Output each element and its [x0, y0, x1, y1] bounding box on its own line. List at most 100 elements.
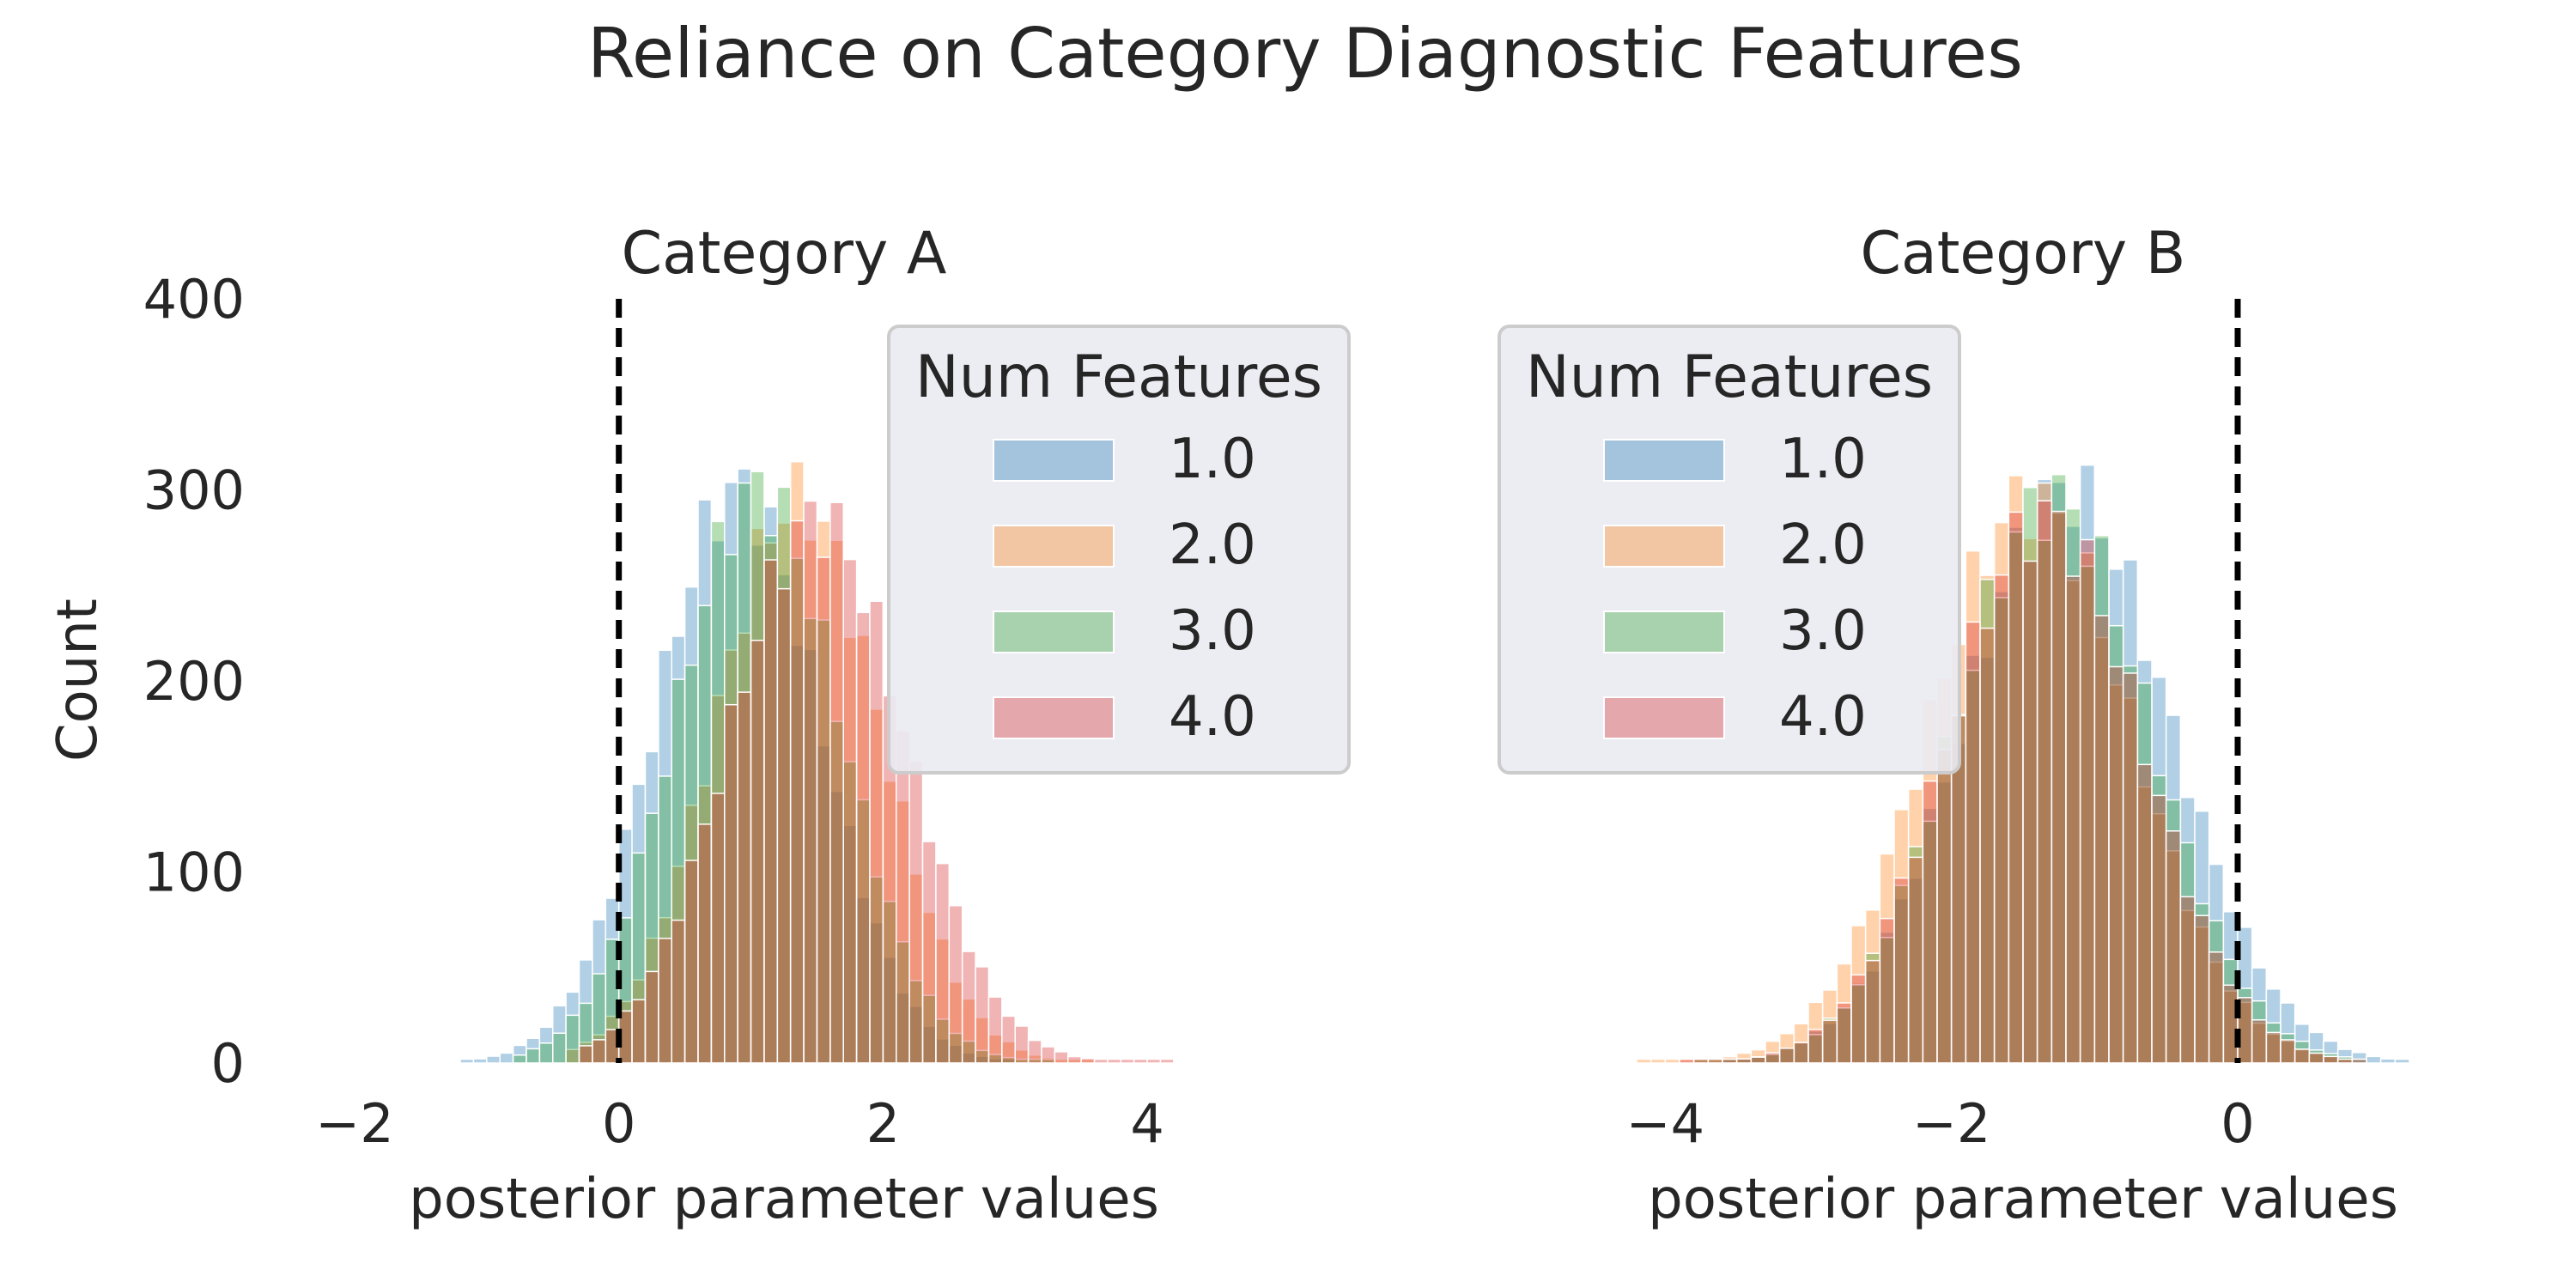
series-3-0: [1692, 473, 2367, 1064]
series-2-0: [565, 460, 1096, 1064]
series-3-0: [512, 471, 1056, 1064]
bar: [1722, 1058, 1738, 1064]
bar: [2179, 896, 2196, 1064]
bar: [592, 1039, 607, 1064]
bar: [1093, 1058, 1109, 1064]
figure-title: Reliance on Category Diagnostic Features: [587, 14, 2023, 94]
x-axis-label: posterior parameter values: [1648, 1168, 2398, 1231]
bar: [1679, 1058, 1695, 1064]
legend-label: 4.0: [1169, 685, 1256, 749]
bar: [803, 500, 818, 1064]
bar: [1001, 1015, 1016, 1064]
bar: [2323, 1055, 2339, 1064]
legend-swatch: [993, 525, 1115, 568]
bar: [1879, 917, 1895, 1064]
bar: [1864, 959, 1881, 1064]
bar: [2251, 1019, 2268, 1064]
bar: [896, 730, 910, 1064]
bar: [776, 587, 792, 1064]
bar: [578, 1045, 593, 1064]
y-axis-label: Count: [46, 598, 110, 762]
bar: [1146, 1058, 1162, 1064]
bar: [842, 558, 858, 1064]
legend-label: 1.0: [1169, 428, 1256, 491]
bar: [1041, 1046, 1056, 1064]
bar: [2351, 1058, 2367, 1064]
series-4-0: [578, 500, 1175, 1064]
panel-title: Category A: [622, 220, 947, 288]
series-4-0: [1679, 500, 2367, 1064]
bar: [2379, 1058, 2397, 1064]
bar: [1893, 877, 1910, 1064]
bar: [869, 600, 884, 1064]
legend: Num Features 1.0 2.0 3.0 4.0: [887, 325, 1351, 775]
bar: [1080, 1057, 1096, 1064]
bar: [526, 1048, 541, 1064]
legend-label: 1.0: [1779, 428, 1867, 491]
bar: [459, 1058, 475, 1064]
bar: [1936, 749, 1953, 1064]
bar: [1979, 627, 1996, 1064]
bar: [631, 999, 647, 1064]
bar: [1014, 1025, 1030, 1064]
legend-label: 3.0: [1169, 599, 1256, 663]
bar: [644, 970, 659, 1064]
bar: [697, 823, 713, 1064]
bar: [2280, 1039, 2296, 1064]
bar: [1027, 1039, 1042, 1064]
bar: [1707, 1058, 1723, 1064]
bar: [737, 691, 752, 1064]
y-tick-label: 0: [211, 1032, 245, 1095]
bar: [565, 1014, 580, 1064]
bar: [683, 860, 699, 1064]
bar: [2008, 511, 2024, 1064]
y-tick-label: 100: [143, 841, 245, 904]
bar: [1107, 1058, 1122, 1064]
y-tick-label: 200: [143, 650, 245, 713]
bar: [2265, 1031, 2281, 1064]
bar: [2293, 1048, 2311, 1064]
bar: [816, 556, 831, 1064]
x-tick-label: 0: [602, 1092, 635, 1155]
bar: [552, 1032, 567, 1064]
legend: Num Features 1.0 2.0 3.0 4.0: [1498, 325, 1961, 775]
bar: [486, 1055, 501, 1064]
bar: [658, 938, 672, 1064]
panel-category-b: Category B −4 −2 0 posterior parameter value…: [1498, 220, 2410, 1231]
panel-title: Category B: [1861, 220, 2186, 288]
bar: [2136, 763, 2153, 1064]
bar: [1993, 574, 2010, 1064]
bar: [1067, 1055, 1082, 1064]
bar: [2222, 984, 2239, 1064]
legend-swatch: [1603, 439, 1725, 482]
bar: [512, 1054, 527, 1064]
bar: [975, 966, 990, 1064]
legend-swatch: [1603, 525, 1725, 568]
legend-swatch: [1603, 696, 1725, 739]
legend-swatch: [993, 439, 1115, 482]
legend-frame: [887, 325, 1351, 775]
legend-label: 2.0: [1169, 513, 1256, 577]
bar: [2308, 1052, 2324, 1064]
bar: [1836, 1002, 1852, 1064]
bar: [789, 519, 805, 1064]
bar: [1821, 1019, 1838, 1064]
bar: [1664, 1058, 1680, 1064]
bar: [2122, 672, 2139, 1064]
bar: [1649, 1058, 1667, 1064]
bar: [2366, 1055, 2382, 1064]
bar: [710, 793, 726, 1064]
bar: [1965, 621, 1981, 1064]
bar: [935, 862, 951, 1064]
x-tick-label: 0: [2221, 1092, 2254, 1155]
bar: [2065, 575, 2081, 1064]
bar: [1793, 1042, 1809, 1064]
bar: [2208, 951, 2225, 1064]
panel-category-a: Category A −2 0 2 4 0 100 200 300 400 posterior pa…: [143, 220, 1351, 1231]
bar: [908, 760, 924, 1064]
bar: [1807, 1029, 1824, 1064]
legend-swatch: [993, 611, 1115, 653]
bar: [763, 559, 779, 1064]
bar: [1692, 1058, 1710, 1064]
x-tick-label: 4: [1130, 1092, 1163, 1155]
